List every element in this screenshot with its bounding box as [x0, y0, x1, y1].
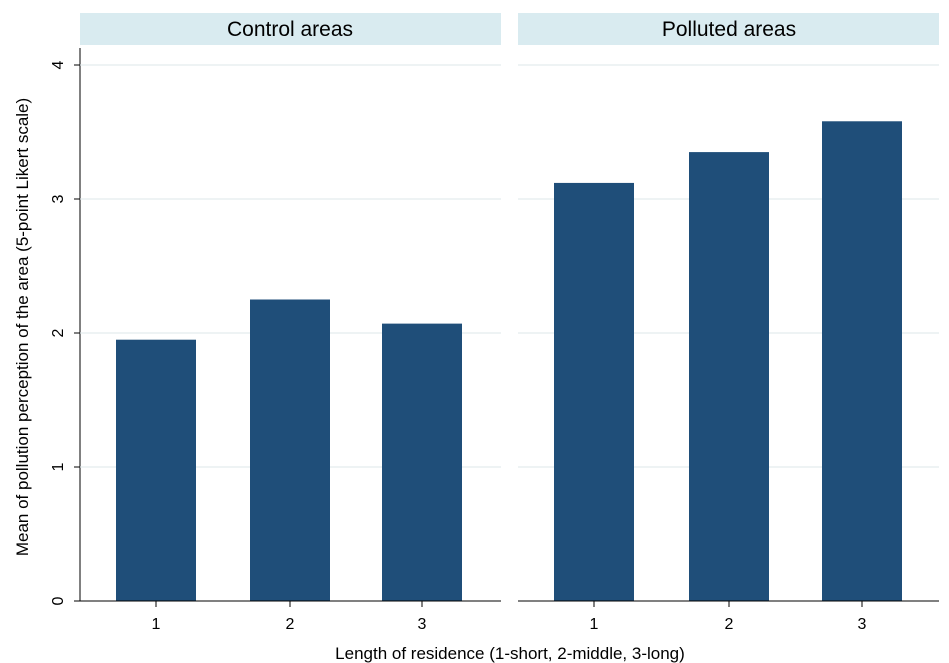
x-tick-label: 1: [152, 616, 161, 633]
bar: [822, 121, 902, 601]
panel-header-control: [80, 13, 501, 45]
y-tick-label: 2: [50, 328, 67, 337]
x-tick-label: 2: [725, 616, 734, 633]
bar: [250, 299, 330, 601]
x-tick-label: 3: [858, 616, 867, 633]
y-tick-label: 0: [50, 596, 67, 605]
y-tick-label: 3: [50, 194, 67, 203]
bar: [689, 152, 769, 601]
y-tick-label: 4: [50, 60, 67, 69]
bar: [382, 323, 462, 601]
bar: [554, 182, 634, 602]
panel-title-control: Control areas: [227, 18, 353, 41]
bar: [116, 339, 196, 601]
panel-header-polluted: [518, 13, 939, 45]
x-axis-label: Length of residence (1-short, 2-middle, …: [335, 644, 685, 663]
x-tick-label: 3: [418, 616, 427, 633]
x-tick-label: 1: [590, 616, 599, 633]
y-axis-label: Mean of pollution perception of the area…: [13, 98, 32, 556]
y-tick-label: 1: [50, 462, 67, 471]
x-tick-label: 2: [286, 616, 295, 633]
panel-title-polluted: Polluted areas: [662, 18, 796, 41]
